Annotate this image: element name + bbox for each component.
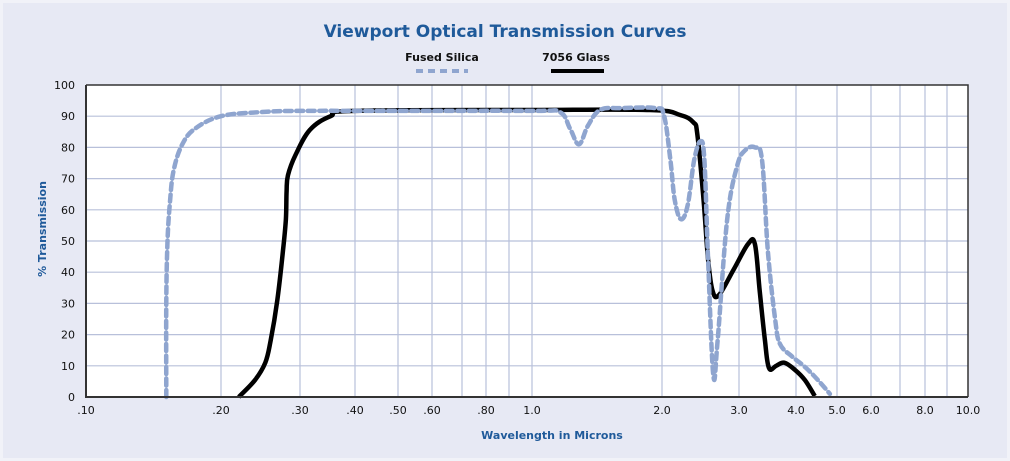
y-tick-label: 70 — [61, 173, 75, 186]
x-tick-label: .60 — [423, 404, 441, 417]
x-tick-label: .80 — [477, 404, 495, 417]
y-tick-label: 20 — [61, 329, 75, 342]
series-line-fused-silica — [163, 105, 833, 400]
x-tick-label: 5.0 — [828, 404, 846, 417]
legend-item-fused-silica: Fused Silica — [405, 51, 479, 73]
x-tick-label: 4.0 — [787, 404, 805, 417]
y-axis-label: % Transmission — [36, 181, 49, 277]
axis-lines — [85, 85, 968, 398]
y-tick-label: 80 — [61, 141, 75, 154]
chart-title: Viewport Optical Transmission Curves — [324, 22, 687, 42]
x-tick-label: .30 — [291, 404, 309, 417]
x-tick-label: 8.0 — [916, 404, 934, 417]
legend-item-7056-glass: 7056 Glass — [542, 51, 610, 73]
x-tick-label: 2.0 — [653, 404, 671, 417]
x-tick-label: .10 — [77, 404, 95, 417]
x-tick-label: .40 — [346, 404, 364, 417]
x-tick-labels: .10 .20 .30 .40 .50 .60 .80 1.0 2.0 3.0 4.0 5.0 6.0 8… — [77, 404, 980, 417]
x-tick-label: 6.0 — [862, 404, 880, 417]
y-tick-label: 50 — [61, 235, 75, 248]
gridlines — [86, 85, 968, 397]
x-axis-label: Wavelength in Microns — [481, 429, 623, 442]
y-tick-label: 30 — [61, 297, 75, 310]
y-tick-label: 10 — [61, 360, 75, 373]
legend: Fused Silica 7056 Glass — [405, 51, 610, 73]
plot-border-top-right — [86, 84, 969, 397]
legend-label-7056-glass: 7056 Glass — [542, 51, 610, 64]
x-tick-label: 3.0 — [730, 404, 748, 417]
x-tick-label: .50 — [389, 404, 407, 417]
legend-label-fused-silica: Fused Silica — [405, 51, 479, 64]
y-tick-label: 90 — [61, 110, 75, 123]
y-tick-label: 100 — [54, 79, 75, 92]
y-tick-label: 40 — [61, 266, 75, 279]
series-line-7056-glass — [237, 107, 817, 399]
series-layer — [163, 105, 833, 400]
x-tick-label: 1.0 — [523, 404, 541, 417]
y-tick-labels: 0 10 20 30 40 50 60 70 80 90 100 — [54, 79, 75, 404]
y-tick-label: 0 — [68, 391, 75, 404]
y-tick-label: 60 — [61, 204, 75, 217]
x-tick-label: .20 — [212, 404, 230, 417]
x-tick-label: 10.0 — [956, 404, 981, 417]
